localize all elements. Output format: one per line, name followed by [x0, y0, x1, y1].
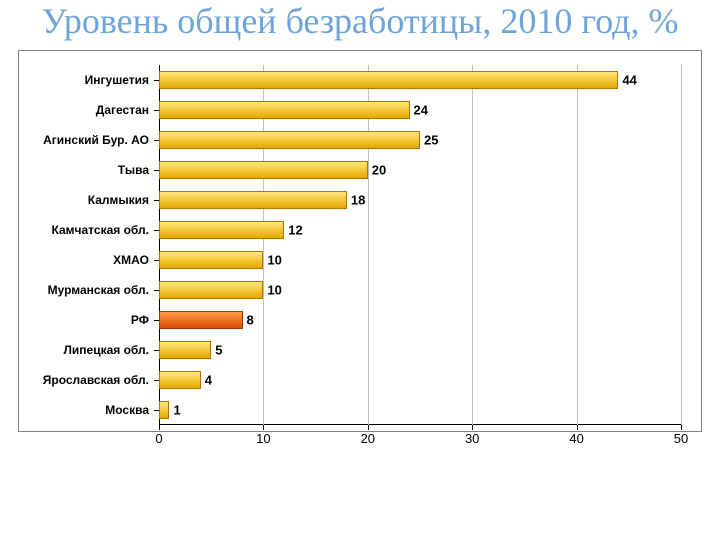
- bar-value-label: 10: [267, 282, 281, 297]
- bar-row: Ярославская обл.4: [159, 365, 681, 395]
- x-tick-label: 30: [465, 431, 479, 446]
- bar-value-label: 1: [173, 402, 180, 417]
- bar: [159, 221, 284, 239]
- category-label: Москва: [19, 403, 149, 417]
- x-tick: [472, 425, 473, 430]
- bar-value-label: 18: [351, 192, 365, 207]
- bar-row: РФ8: [159, 305, 681, 335]
- bar-row: Агинский Бур. АО25: [159, 125, 681, 155]
- bar-row: ХМАО10: [159, 245, 681, 275]
- bar-row: Камчатская обл.12: [159, 215, 681, 245]
- chart-frame: 01020304050Ингушетия44Дагестан24Агинский…: [18, 50, 702, 432]
- bar-row: Ингушетия44: [159, 65, 681, 95]
- category-label: Ингушетия: [19, 73, 149, 87]
- page-title: Уровень общей безработицы, 2010 год, %: [0, 2, 720, 42]
- bar-row: Мурманская обл.10: [159, 275, 681, 305]
- bar-value-label: 5: [215, 342, 222, 357]
- bar-value-label: 8: [247, 312, 254, 327]
- category-label: Агинский Бур. АО: [19, 133, 149, 147]
- bar-value-label: 4: [205, 372, 212, 387]
- bar: [159, 191, 347, 209]
- x-tick-label: 0: [155, 431, 162, 446]
- bar: [159, 71, 618, 89]
- bar-value-label: 24: [414, 102, 428, 117]
- x-tick-label: 40: [569, 431, 583, 446]
- bar: [159, 101, 410, 119]
- gridline: [681, 65, 682, 425]
- category-label: Камчатская обл.: [19, 223, 149, 237]
- category-label: РФ: [19, 313, 149, 327]
- bar-value-label: 25: [424, 132, 438, 147]
- category-label: Мурманская обл.: [19, 283, 149, 297]
- bar: [159, 401, 169, 419]
- category-label: Липецкая обл.: [19, 343, 149, 357]
- bar: [159, 341, 211, 359]
- bar: [159, 131, 420, 149]
- plot-area: 01020304050Ингушетия44Дагестан24Агинский…: [159, 65, 681, 425]
- category-label: ХМАО: [19, 253, 149, 267]
- category-label: Дагестан: [19, 103, 149, 117]
- x-tick: [681, 425, 682, 430]
- bar-row: Калмыкия18: [159, 185, 681, 215]
- x-tick: [368, 425, 369, 430]
- x-tick-label: 20: [361, 431, 375, 446]
- bar: [159, 251, 263, 269]
- x-tick-label: 10: [256, 431, 270, 446]
- bar-value-label: 20: [372, 162, 386, 177]
- x-tick: [159, 425, 160, 430]
- bar-value-label: 12: [288, 222, 302, 237]
- bar: [159, 371, 201, 389]
- bar: [159, 161, 368, 179]
- bar-row: Липецкая обл.5: [159, 335, 681, 365]
- bar-value-label: 44: [622, 72, 636, 87]
- x-tick: [577, 425, 578, 430]
- bar: [159, 281, 263, 299]
- bar-row: Дагестан24: [159, 95, 681, 125]
- category-label: Калмыкия: [19, 193, 149, 207]
- bar: [159, 311, 243, 329]
- bar-row: Москва1: [159, 395, 681, 425]
- x-tick: [263, 425, 264, 430]
- category-label: Ярославская обл.: [19, 373, 149, 387]
- category-label: Тыва: [19, 163, 149, 177]
- bar-row: Тыва20: [159, 155, 681, 185]
- bar-value-label: 10: [267, 252, 281, 267]
- x-tick-label: 50: [674, 431, 688, 446]
